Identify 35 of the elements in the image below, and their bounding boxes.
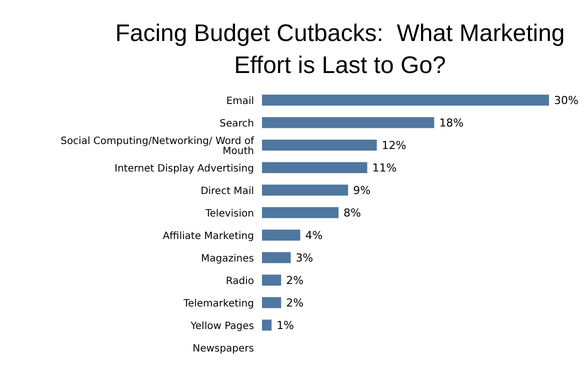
y-tick-label: Yellow Pages xyxy=(190,320,254,332)
bar xyxy=(262,184,348,196)
data-label: 9% xyxy=(353,184,371,198)
y-tick-label: Affiliate Marketing xyxy=(162,230,254,242)
y-tick-label: Direct Mail xyxy=(200,186,254,197)
data-label: 2% xyxy=(286,296,304,310)
bar xyxy=(262,320,272,331)
y-tick-label: Radio xyxy=(226,276,254,287)
data-label: 12% xyxy=(382,139,406,152)
y-tick-label: Television xyxy=(204,208,254,220)
y-tick-label: Internet Display Advertising xyxy=(114,163,254,174)
y-tick-label: Email xyxy=(226,96,254,107)
y-tick-label: Search xyxy=(220,118,254,130)
bar xyxy=(262,94,549,106)
bar xyxy=(262,162,368,174)
chart-title: Facing Budget Cutbacks: What Marketing Effort is Last to Go? xyxy=(114,19,566,81)
bar xyxy=(262,230,300,241)
data-label: 8% xyxy=(344,206,361,220)
data-label: 3% xyxy=(296,252,314,265)
y-tick-label: Newspapers xyxy=(192,343,254,354)
bar xyxy=(262,274,282,286)
bar xyxy=(262,117,434,128)
bar xyxy=(262,252,291,264)
data-label: 4% xyxy=(305,229,323,242)
data-label: 18% xyxy=(439,116,464,130)
y-tick-label: Magazines xyxy=(201,253,254,264)
data-label: 2% xyxy=(286,274,304,288)
data-label: 30% xyxy=(554,94,578,108)
bar xyxy=(262,297,282,308)
bar xyxy=(262,207,339,218)
data-label: 1% xyxy=(276,319,294,332)
bar xyxy=(262,140,377,151)
data-label: 11% xyxy=(372,162,397,175)
y-tick-label: Social Computing/Networking/ Word of Mouth xyxy=(60,136,254,157)
y-tick-label: Telemarketing xyxy=(182,298,254,310)
